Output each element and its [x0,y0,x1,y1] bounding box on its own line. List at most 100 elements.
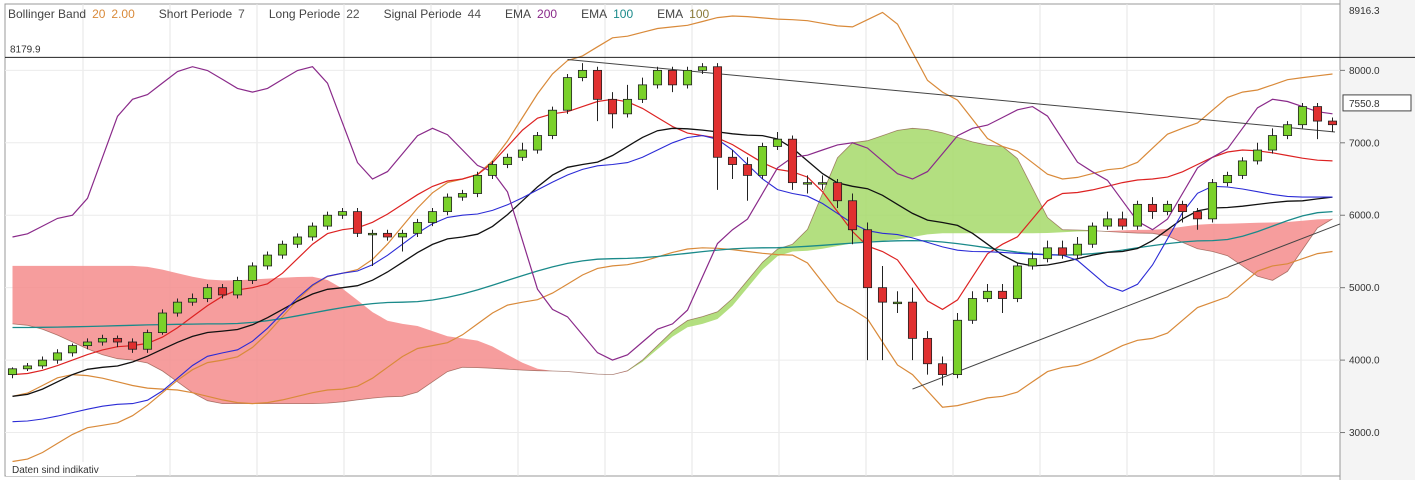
candle [1102,211,1113,230]
candle [22,363,33,371]
candle [157,309,168,335]
candle [1312,102,1323,140]
candle-body [547,109,558,136]
signal-line [12,135,1333,423]
cloud-segment [1017,158,1033,234]
candle [1192,207,1203,230]
candle-body [1012,265,1023,299]
trendline-upper [567,59,1336,133]
candle-body [52,352,63,361]
candle-body [397,232,408,238]
long-moving-average [12,127,1333,397]
candle-body [847,200,858,231]
cloud-segment [1302,219,1318,250]
candle-body [157,312,168,333]
candle [562,73,573,114]
candle-body [817,182,828,185]
candle [517,142,528,161]
legend-param: 44 [468,7,482,21]
candle [862,222,873,361]
candle-body [937,363,948,375]
candle-body [1312,106,1323,122]
candle [892,291,903,314]
cloud-segment [957,137,973,234]
candle-body [442,196,453,213]
candle-body [592,69,603,100]
candle [277,240,288,259]
y-tick-label: 8000.0 [1349,66,1380,77]
legend-param: 200 [537,7,557,21]
candle-body [1282,124,1293,136]
candle-body [232,280,243,296]
candles [7,63,1338,386]
cloud-segment [1272,222,1288,281]
candle [1027,251,1038,270]
footnote-bg [6,462,136,476]
legend-param: 22 [346,7,360,21]
candle-body [352,211,363,234]
candle [202,284,213,303]
cloud-segment [687,316,703,328]
candle-body [862,229,873,289]
cloud-segment [1152,228,1168,236]
cloud-segment [672,320,688,337]
candle [352,207,363,237]
candle-body [97,337,108,343]
cloud-segment [102,265,118,359]
cloud-segment [942,132,958,234]
candle [217,284,228,299]
candle [112,335,123,348]
legend-name: Long Periode [269,7,341,21]
candle [757,142,768,180]
candle [697,63,708,74]
candle-body [202,287,213,299]
cloud-segment [162,269,178,382]
cloud-segment [1242,222,1258,277]
cloud-segment [27,265,43,330]
candle [247,262,258,285]
cloud-segment [282,277,298,404]
candle [832,179,843,208]
legend-name: EMA [657,7,683,21]
cloud-segment [357,300,373,400]
candle-body [1042,247,1053,260]
candle [67,343,78,357]
cloud-segment [747,262,763,288]
candle [412,218,423,237]
candle-body [307,225,318,238]
candle-body [577,69,588,79]
cloud-segment [912,128,928,237]
bollinger-upper [12,11,1333,463]
candle [772,131,783,151]
candle [187,293,198,306]
candle-body [682,69,693,86]
y-tick-label: 4000.0 [1349,356,1380,367]
candle [382,229,393,241]
legend-name: EMA [505,7,531,21]
last-price-box [1342,94,1412,112]
candle-body [1087,225,1098,245]
candle [232,276,243,299]
candle [712,63,723,190]
cloud-segment [507,354,523,371]
candle-body [907,301,918,339]
candle-body [382,232,393,238]
candle-body [787,138,798,184]
y-tick-label: 3000.0 [1349,428,1380,439]
cloud-segment [492,346,508,370]
candle-body [1297,106,1308,126]
cloud-segment [897,128,913,240]
candle [1222,171,1233,187]
candle [1327,117,1338,132]
candle [1147,197,1158,219]
candle-body [982,290,993,299]
cloud-segment [237,279,253,404]
candle-body [22,365,33,370]
cloud-segment [1227,223,1243,266]
candle [667,66,678,93]
cloud-segment [372,312,388,399]
cloud-segment [927,129,943,235]
candle [577,63,588,82]
last-price-label: 7550.8 [1349,99,1380,110]
